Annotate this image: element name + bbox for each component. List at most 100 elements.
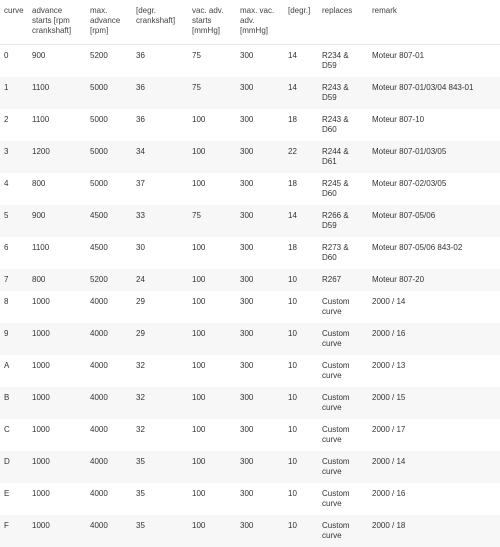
cell-remark: 2000 / 13	[368, 355, 500, 387]
cell-maxadv: 4000	[86, 515, 132, 547]
cell-advstart: 1000	[28, 387, 86, 419]
table-row: F100040003510030010Custom curve2000 / 18	[0, 515, 500, 547]
cell-maxvac: 300	[236, 419, 284, 451]
cell-degr2: 10	[284, 355, 318, 387]
cell-maxadv: 4000	[86, 483, 132, 515]
cell-maxadv: 5200	[86, 45, 132, 78]
table-row: 8100040002910030010Custom curve2000 / 14	[0, 291, 500, 323]
cell-maxadv: 5000	[86, 109, 132, 141]
cell-curve: 9	[0, 323, 28, 355]
cell-maxadv: 5000	[86, 141, 132, 173]
cell-remark: 2000 / 15	[368, 387, 500, 419]
cell-advstart: 1000	[28, 515, 86, 547]
col-header-degr: [degr. crankshaft]	[132, 0, 188, 45]
cell-curve: 1	[0, 77, 28, 109]
cell-advstart: 1000	[28, 355, 86, 387]
cell-degr2: 10	[284, 515, 318, 547]
cell-degr: 30	[132, 237, 188, 269]
cell-degr2: 10	[284, 387, 318, 419]
cell-curve: 6	[0, 237, 28, 269]
cell-maxadv: 4000	[86, 291, 132, 323]
cell-remark: Moteur 807-05/06 843-02	[368, 237, 500, 269]
cell-replaces: Custom curve	[318, 323, 368, 355]
cell-maxvac: 300	[236, 173, 284, 205]
cell-vacstart: 100	[188, 515, 236, 547]
cell-remark: Moteur 807-01/03/05	[368, 141, 500, 173]
cell-degr2: 10	[284, 419, 318, 451]
cell-maxvac: 300	[236, 483, 284, 515]
cell-maxadv: 4000	[86, 451, 132, 483]
cell-maxvac: 300	[236, 141, 284, 173]
cell-remark: 2000 / 14	[368, 291, 500, 323]
table-row: 3120050003410030022R244 & D61Moteur 807-…	[0, 141, 500, 173]
col-header-degr2: [degr.]	[284, 0, 318, 45]
cell-remark: Moteur 807-20	[368, 269, 500, 291]
cell-degr2: 18	[284, 109, 318, 141]
cell-maxvac: 300	[236, 387, 284, 419]
col-header-maxadv: max. advance [rpm]	[86, 0, 132, 45]
cell-vacstart: 100	[188, 451, 236, 483]
cell-advstart: 1000	[28, 483, 86, 515]
cell-replaces: R245 & D60	[318, 173, 368, 205]
cell-degr2: 14	[284, 45, 318, 78]
cell-advstart: 1000	[28, 419, 86, 451]
cell-vacstart: 75	[188, 77, 236, 109]
cell-curve: 0	[0, 45, 28, 78]
cell-replaces: Custom curve	[318, 291, 368, 323]
cell-replaces: R243 & D59	[318, 77, 368, 109]
table-row: 59004500337530014R266 & D59Moteur 807-05…	[0, 205, 500, 237]
cell-degr: 35	[132, 515, 188, 547]
cell-degr2: 10	[284, 483, 318, 515]
cell-vacstart: 100	[188, 141, 236, 173]
cell-replaces: Custom curve	[318, 515, 368, 547]
cell-remark: Moteur 807-05/06	[368, 205, 500, 237]
cell-replaces: Custom curve	[318, 451, 368, 483]
cell-degr2: 18	[284, 173, 318, 205]
cell-maxvac: 300	[236, 237, 284, 269]
table-row: C100040003210030010Custom curve2000 / 17	[0, 419, 500, 451]
cell-replaces: Custom curve	[318, 483, 368, 515]
cell-remark: 2000 / 17	[368, 419, 500, 451]
table-header: curve advance starts [rpm crankshaft] ma…	[0, 0, 500, 45]
cell-vacstart: 100	[188, 419, 236, 451]
cell-maxadv: 4000	[86, 387, 132, 419]
cell-advstart: 1000	[28, 291, 86, 323]
cell-remark: Moteur 807-10	[368, 109, 500, 141]
cell-remark: 2000 / 16	[368, 483, 500, 515]
cell-maxvac: 300	[236, 355, 284, 387]
cell-replaces: R266 & D59	[318, 205, 368, 237]
cell-degr: 36	[132, 45, 188, 78]
cell-degr: 35	[132, 451, 188, 483]
cell-degr2: 22	[284, 141, 318, 173]
col-header-curve: curve	[0, 0, 28, 45]
cell-maxvac: 300	[236, 515, 284, 547]
cell-advstart: 1000	[28, 323, 86, 355]
cell-vacstart: 100	[188, 109, 236, 141]
cell-maxadv: 4000	[86, 323, 132, 355]
cell-maxvac: 300	[236, 77, 284, 109]
cell-degr2: 10	[284, 451, 318, 483]
cell-vacstart: 100	[188, 387, 236, 419]
cell-replaces: Custom curve	[318, 387, 368, 419]
cell-remark: Moteur 807-02/03/05	[368, 173, 500, 205]
cell-advstart: 1100	[28, 237, 86, 269]
cell-degr2: 14	[284, 77, 318, 109]
cell-replaces: R273 & D60	[318, 237, 368, 269]
cell-advstart: 900	[28, 45, 86, 78]
cell-degr: 32	[132, 355, 188, 387]
table-row: B100040003210030010Custom curve2000 / 15	[0, 387, 500, 419]
cell-replaces: R267	[318, 269, 368, 291]
cell-curve: C	[0, 419, 28, 451]
cell-remark: Moteur 807-01/03/04 843-01	[368, 77, 500, 109]
cell-advstart: 1100	[28, 77, 86, 109]
cell-curve: 7	[0, 269, 28, 291]
table-row: 9100040002910030010Custom curve2000 / 16	[0, 323, 500, 355]
cell-maxadv: 5000	[86, 77, 132, 109]
cell-degr2: 10	[284, 291, 318, 323]
cell-degr: 33	[132, 205, 188, 237]
cell-maxvac: 300	[236, 205, 284, 237]
cell-maxvac: 300	[236, 109, 284, 141]
cell-advstart: 900	[28, 205, 86, 237]
cell-maxadv: 4500	[86, 205, 132, 237]
cell-remark: 2000 / 14	[368, 451, 500, 483]
